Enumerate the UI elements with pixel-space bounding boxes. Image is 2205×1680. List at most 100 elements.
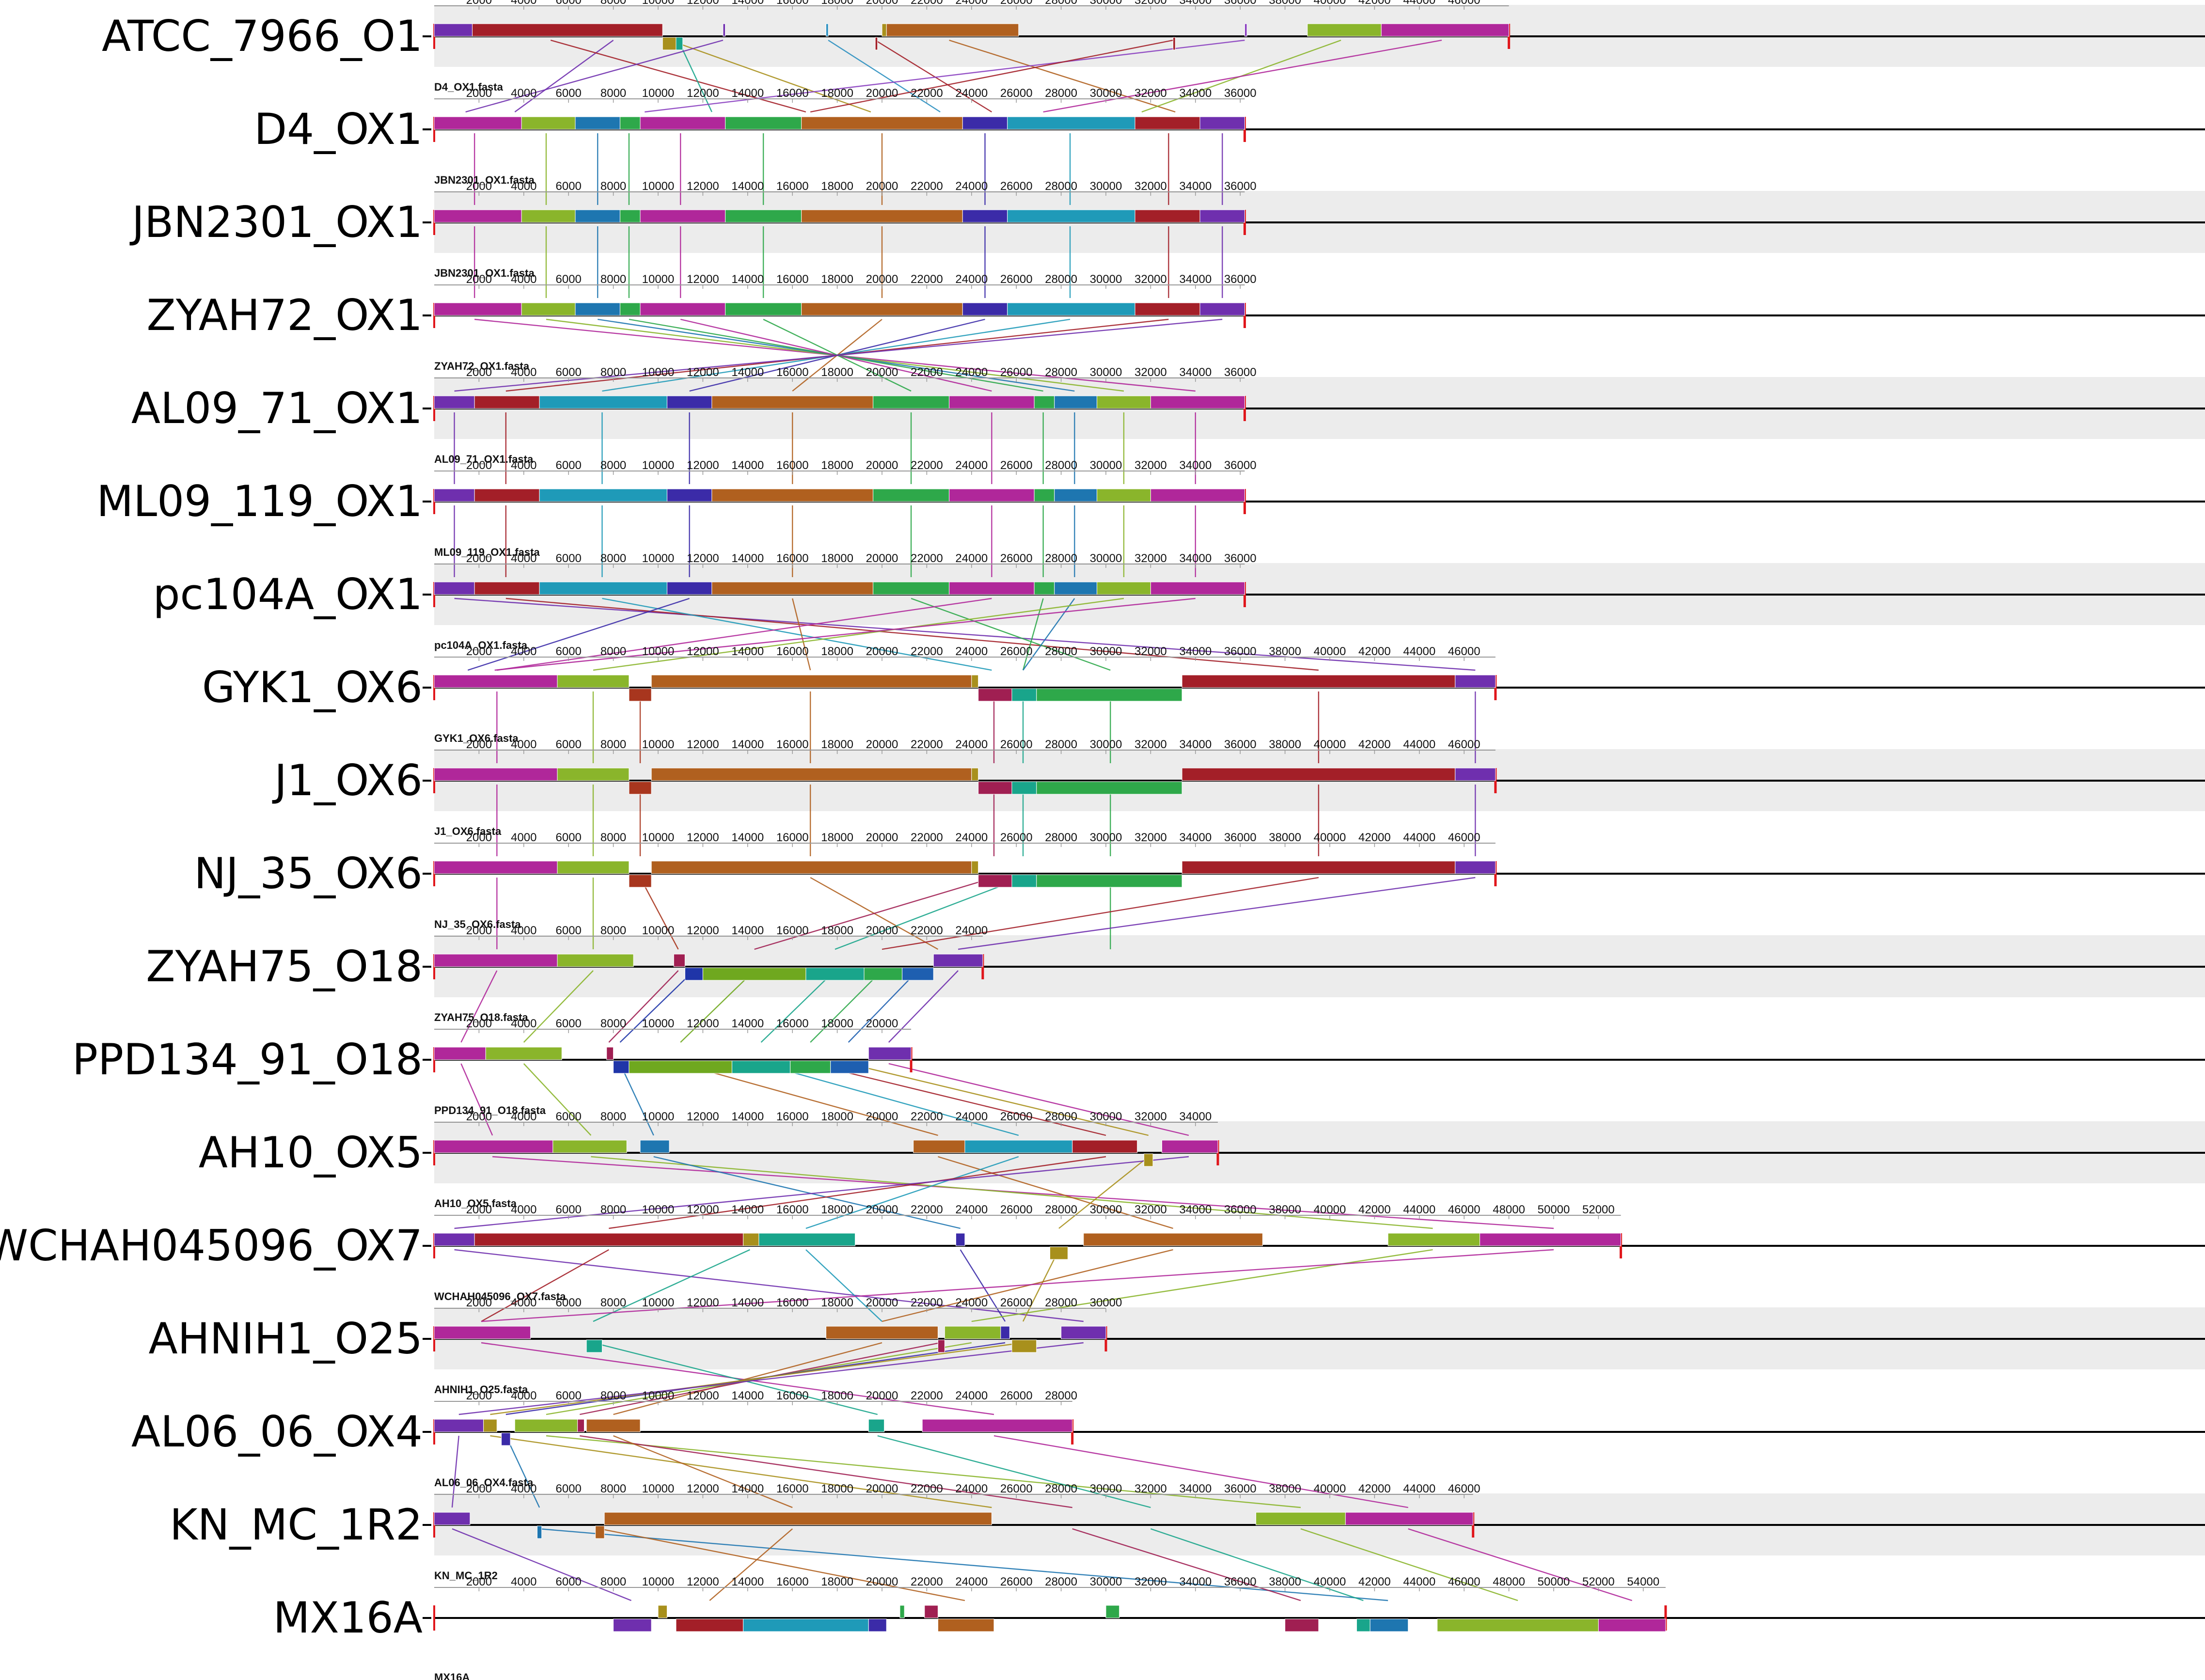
lcb-block — [1455, 768, 1496, 781]
tick-label: 18000 — [821, 1203, 853, 1216]
lcb-block — [955, 1233, 965, 1246]
tick-label: 20000 — [866, 1110, 898, 1123]
lcb-block — [1285, 1618, 1319, 1632]
lcb-block — [658, 1605, 667, 1618]
homology-link — [639, 877, 679, 950]
lcb-block — [434, 488, 475, 502]
tick-label: 12000 — [687, 1389, 719, 1402]
tick-label: 4000 — [511, 1575, 536, 1588]
tick-label: 30000 — [1090, 1203, 1122, 1216]
tick-label: 44000 — [1403, 1482, 1435, 1495]
genome-track: 2000 4000 6000 8000 10000 12000 14000 16000 1800… — [273, 1570, 2205, 1643]
tick-label: 22000 — [911, 831, 943, 844]
tick-label: 16000 — [776, 1017, 809, 1030]
homology-link — [810, 970, 882, 1043]
homology-link — [599, 1528, 965, 1601]
lcb-block — [1598, 1618, 1666, 1632]
tick-label: 28000 — [1045, 831, 1077, 844]
tick-label: 42000 — [1358, 1575, 1391, 1588]
final-sequence-label: MX16A — [434, 1671, 470, 1680]
homology-link — [454, 1249, 1084, 1322]
tick-label: 24000 — [955, 0, 988, 7]
tick-label: 4000 — [511, 1203, 536, 1216]
lcb-block — [1162, 1140, 1218, 1153]
lcb-block — [826, 1326, 938, 1339]
genome-track: 2000 4000 6000 8000 10000 12000 14000 16000 1800… — [199, 1104, 2205, 1178]
tick-label: 30000 — [1090, 366, 1122, 379]
tick-label: 34000 — [1179, 831, 1212, 844]
tick-label: 2000 — [466, 87, 492, 100]
lcb-block — [1134, 116, 1200, 130]
lcb-block — [666, 395, 712, 409]
tick-label: 46000 — [1448, 1575, 1480, 1588]
tick-label: 14000 — [731, 1203, 764, 1216]
tick-label: 24000 — [955, 180, 988, 193]
lcb-block — [666, 488, 712, 502]
lcb-block — [539, 581, 667, 595]
lcb-block — [539, 488, 667, 502]
tick-label: 54000 — [1627, 1575, 1659, 1588]
lcb-block — [474, 395, 540, 409]
tick-label: 12000 — [687, 87, 719, 100]
tick-label: 26000 — [1000, 366, 1033, 379]
tick-label: 14000 — [731, 738, 764, 751]
homology-link — [810, 1063, 1106, 1136]
tick-label: 40000 — [1314, 0, 1346, 7]
tick-label: 24000 — [955, 924, 988, 937]
tick-label: 38000 — [1269, 1203, 1301, 1216]
tick-label: 12000 — [687, 831, 719, 844]
lcb-block — [805, 967, 865, 981]
homology-link — [645, 39, 1245, 113]
tick-label: 6000 — [556, 1575, 582, 1588]
tick-label: 18000 — [821, 1575, 853, 1588]
lcb-block — [1034, 488, 1055, 502]
lcb-block — [537, 1525, 542, 1539]
tick-label: 40000 — [1314, 831, 1346, 844]
tick-label: 30000 — [1090, 1482, 1122, 1495]
tick-label: 2000 — [466, 180, 492, 193]
tick-label: 2000 — [466, 459, 492, 472]
tick-label: 32000 — [1134, 459, 1167, 472]
homology-link — [792, 598, 811, 671]
tick-label: 4000 — [511, 0, 536, 7]
tick-label: 20000 — [866, 1389, 898, 1402]
tick-label: 38000 — [1269, 831, 1301, 844]
lcb-block — [595, 1525, 605, 1539]
lcb-block — [619, 302, 641, 316]
tick-label: 6000 — [556, 645, 582, 658]
lcb-block — [962, 302, 1008, 316]
homology-link — [760, 970, 835, 1043]
sequence-file-label: pc104A_OX1.fasta — [434, 639, 528, 651]
tick-label: 12000 — [687, 552, 719, 565]
genome-track: 2000 4000 6000 8000 10000 12000 14000 16000 1800… — [129, 174, 2205, 247]
tick-label: 2000 — [466, 1017, 492, 1030]
homology-link — [888, 970, 959, 1043]
tick-label: 12000 — [687, 738, 719, 751]
tick-label: 22000 — [911, 1575, 943, 1588]
tick-label: 24000 — [955, 831, 988, 844]
genome-track: 2000 4000 6000 8000 10000 12000 14000 16000 1800… — [146, 918, 2205, 991]
tick-label: 26000 — [1000, 87, 1033, 100]
lcb-block — [1036, 874, 1182, 888]
tick-label: 12000 — [687, 924, 719, 937]
homology-link — [550, 39, 806, 113]
lcb-block — [434, 1512, 471, 1525]
tick-label: 18000 — [821, 1296, 853, 1309]
tick-label: 44000 — [1403, 1575, 1435, 1588]
lcb-block — [882, 23, 887, 37]
tick-label: 38000 — [1269, 0, 1301, 7]
tick-label: 14000 — [731, 1110, 764, 1123]
tick-label: 36000 — [1224, 552, 1257, 565]
sequence-file-label: AHNIH1_O25.fasta — [434, 1383, 528, 1396]
lcb-block — [1054, 488, 1098, 502]
homology-link — [958, 877, 1476, 950]
tick-label: 40000 — [1314, 645, 1346, 658]
lcb-block — [1256, 1512, 1346, 1525]
tick-label: 30000 — [1090, 1296, 1122, 1309]
lcb-block — [913, 1140, 965, 1153]
lcb-block — [1455, 861, 1496, 874]
lcb-block — [1134, 209, 1200, 223]
lcb-block — [640, 1140, 670, 1153]
tick-label: 24000 — [955, 1482, 988, 1495]
